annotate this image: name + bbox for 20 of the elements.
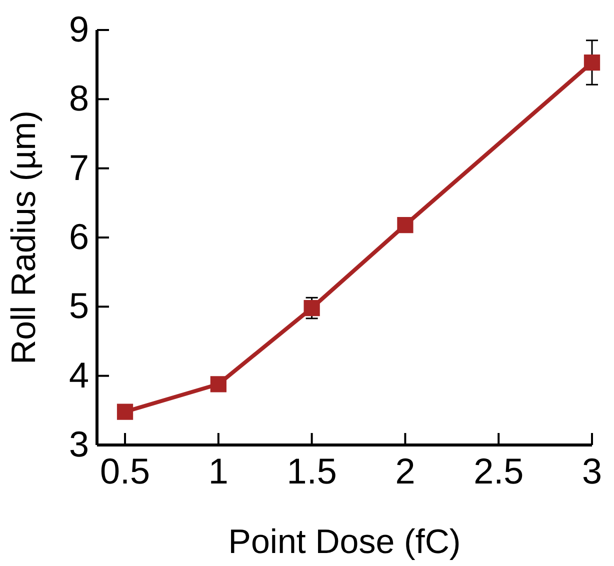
y-tick-label: 7 — [68, 146, 89, 188]
x-tick-label: 0.5 — [100, 450, 150, 492]
x-tick-label: 3 — [582, 450, 602, 492]
y-tick-label: 5 — [68, 285, 89, 326]
point — [304, 300, 320, 316]
x-tick-label: 2 — [395, 450, 416, 492]
point — [210, 376, 226, 392]
x-tick-label: 1.5 — [286, 450, 337, 492]
y-tick-label: 6 — [68, 216, 89, 258]
y-tick-label: 9 — [68, 8, 89, 50]
point — [116, 404, 134, 420]
x-tick-label: 1 — [208, 450, 228, 492]
x-axis-title: Point Dose (fC) — [228, 523, 461, 561]
point — [397, 216, 414, 234]
y-tick-label: 4 — [68, 354, 89, 396]
point — [584, 54, 600, 71]
y-axis-title: Roll Radius (µm) — [5, 110, 43, 364]
y-tick-label: 3 — [68, 424, 89, 465]
y-tick-label: 8 — [68, 78, 89, 119]
x-tick-label: 2.5 — [474, 450, 524, 492]
